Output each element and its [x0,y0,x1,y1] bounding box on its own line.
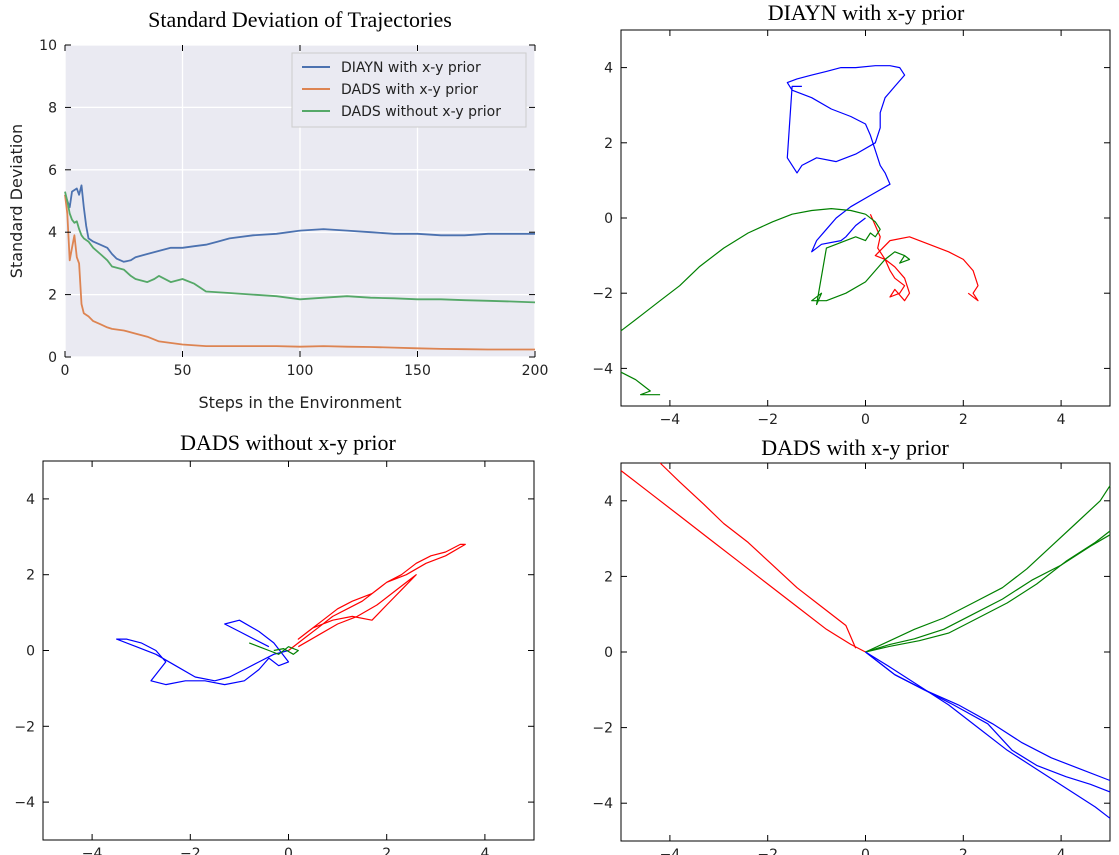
y-tick-label: 0 [26,644,35,660]
series-line-trajectory-green [248,642,299,655]
x-tick-label: 50 [174,363,192,379]
series-line-dads-without-x-y-prior [64,191,536,304]
y-tick-label: −4 [14,795,35,811]
x-tick-label: −2 [180,846,201,855]
y-tick-label: 6 [48,163,57,179]
y-tick-label: −2 [592,286,613,302]
x-tick-label: 200 [522,363,549,379]
chart-title: DADS without x-y prior [180,430,396,455]
x-tick-label: −2 [757,847,778,855]
x-tick-label: 0 [284,846,293,855]
y-tick-label: 2 [26,568,35,584]
y-tick-label: 0 [604,645,613,661]
legend: DIAYN with x-y prior DADS with x-y prior… [291,52,527,128]
y-tick-label: 2 [48,288,57,304]
series-line-trajectory-green [620,208,866,332]
x-tick-label: 4 [1057,847,1066,855]
legend-label-dads-noprior: DADS without x-y prior [341,104,501,120]
y-tick-label: 4 [604,494,613,510]
series-line-trajectory-blue-2 [865,651,1111,793]
x-tick-label: 100 [287,363,314,379]
x-tick-label: 0 [861,412,870,428]
legend-label-diayn: DIAYN with x-y prior [341,60,481,76]
y-tick-label: 2 [604,569,613,585]
series-line-trajectory-green-3 [865,530,1111,653]
series-line-trajectory-green-2 [811,213,911,306]
x-tick-label: 2 [382,846,391,855]
dads-with-prior-trajectories-chart: −4 −2 0 2 4 −4 −2 0 2 4 DADS with x-y prior [592,435,1111,855]
x-tick-label: 4 [480,846,489,855]
series-line-dads-with-x-y-prior [64,194,535,351]
y-tick-label: 4 [48,225,57,241]
y-tick-label: 4 [604,61,613,77]
x-tick-label: 0 [61,363,70,379]
y-tick-label: −4 [592,361,613,377]
chart-title: DADS with x-y prior [761,435,949,460]
x-tick-label: 0 [861,847,870,855]
y-tick-label: 2 [604,136,613,152]
y-tick-label: −2 [592,721,613,737]
y-tick-label: −4 [592,796,613,812]
series-line-trajectory-red [869,213,979,302]
y-tick-label: 4 [26,492,35,508]
std-dev-chart: 0 50 100 150 200 0 2 4 6 8 10 Standard Deviation o… [7,7,548,412]
legend-label-dads-prior: DADS with x-y prior [341,82,478,98]
x-tick-label: 2 [959,847,968,855]
x-tick-label: −4 [660,847,681,855]
x-tick-label: −2 [757,412,778,428]
chart-title: Standard Deviation of Trajectories [148,7,452,32]
series-line-trajectory-blue [786,65,906,253]
x-tick-label: 150 [404,363,431,379]
y-tick-label: 10 [39,38,57,54]
series-line-trajectory-blue-3 [865,651,1111,782]
series-line-trajectory-green-1 [865,485,1111,653]
y-tick-label: 8 [48,100,57,116]
x-axis-label: Steps in the Environment [198,393,401,412]
series-line-trajectory-red-2 [659,462,857,649]
x-tick-label: 2 [959,412,968,428]
legend-box [291,52,527,128]
series-line-trajectory-green-3 [620,371,661,396]
y-tick-label: −2 [14,719,35,735]
x-tick-label: 4 [1057,412,1066,428]
series-line-diayn-with-x-y-prior [64,184,535,263]
chart-title: DIAYN with x-y prior [768,0,965,25]
y-tick-label: 0 [48,350,57,366]
dads-without-prior-trajectories-chart: −4 −2 0 2 4 −4 −2 0 2 4 DADS without x-y prior [14,430,535,855]
y-tick-label: 0 [604,211,613,227]
x-tick-label: −4 [660,412,681,428]
x-tick-label: −4 [82,846,103,855]
series-line-trajectory-blue [115,619,290,686]
series-line-trajectory-red [288,543,466,651]
series-line-trajectory-blue-1 [865,651,1111,819]
y-axis-label: Standard Deviation [7,124,26,278]
diayn-trajectories-chart: −4 −2 0 2 4 −4 −2 0 2 4 DIAYN with x-y prior [592,0,1111,428]
series-line-trajectory-red-1 [620,470,866,653]
